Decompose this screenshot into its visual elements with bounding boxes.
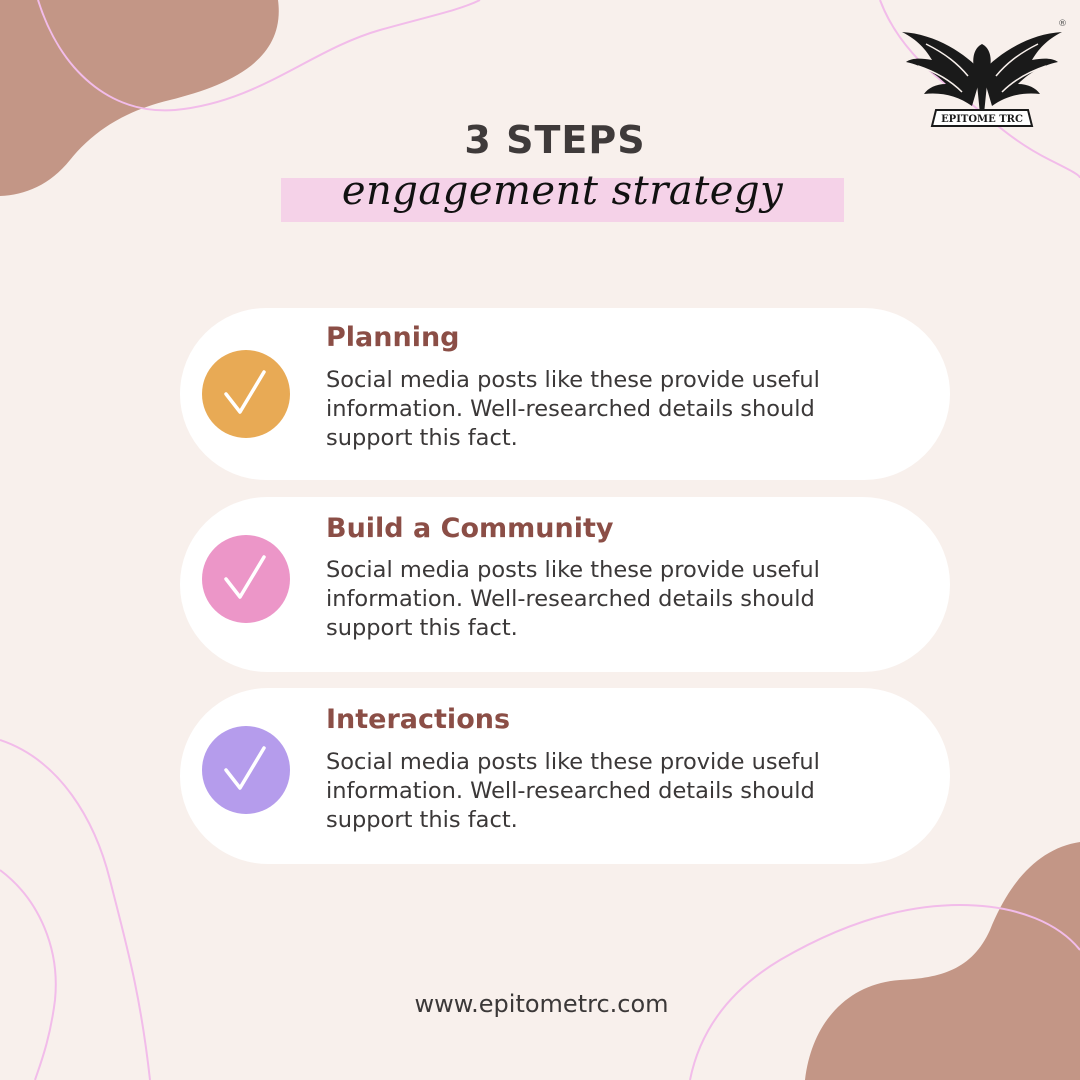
step-title: Interactions (326, 704, 511, 735)
logo-text: EPITOME TRC (941, 114, 1023, 125)
logo: EPITOME TRC ® (896, 14, 1068, 144)
website-link[interactable]: www.epitometrc.com (414, 990, 669, 1018)
step-title: Planning (326, 322, 460, 353)
step-card-planning: Planning Social media posts like these p… (180, 308, 950, 480)
top-left-blob (0, 0, 279, 196)
decor-line (0, 739, 151, 1080)
eagle-emblem-icon: EPITOME TRC ® (902, 19, 1067, 127)
bottom-right-blob (805, 842, 1080, 1080)
step-title: Build a Community (326, 513, 614, 544)
step-card-interactions: Interactions Social media posts like the… (180, 688, 950, 864)
step-card-build-community: Build a Community Social media posts lik… (180, 497, 950, 672)
page-title: 3 STEPS (464, 118, 646, 162)
decor-line (0, 869, 57, 1080)
checkmark-icon (202, 535, 290, 623)
step-description: Social media posts like these provide us… (326, 749, 820, 833)
step-description: Social media posts like these provide us… (326, 557, 820, 641)
checkmark-icon (202, 726, 290, 814)
page-subtitle: engagement strategy (341, 168, 784, 214)
step-description: Social media posts like these provide us… (326, 367, 820, 451)
decor-line (689, 903, 1080, 1080)
decor-line (37, 0, 481, 112)
checkmark-icon (202, 350, 290, 438)
registered-mark: ® (1058, 19, 1067, 29)
subtitle-highlight (281, 178, 844, 222)
